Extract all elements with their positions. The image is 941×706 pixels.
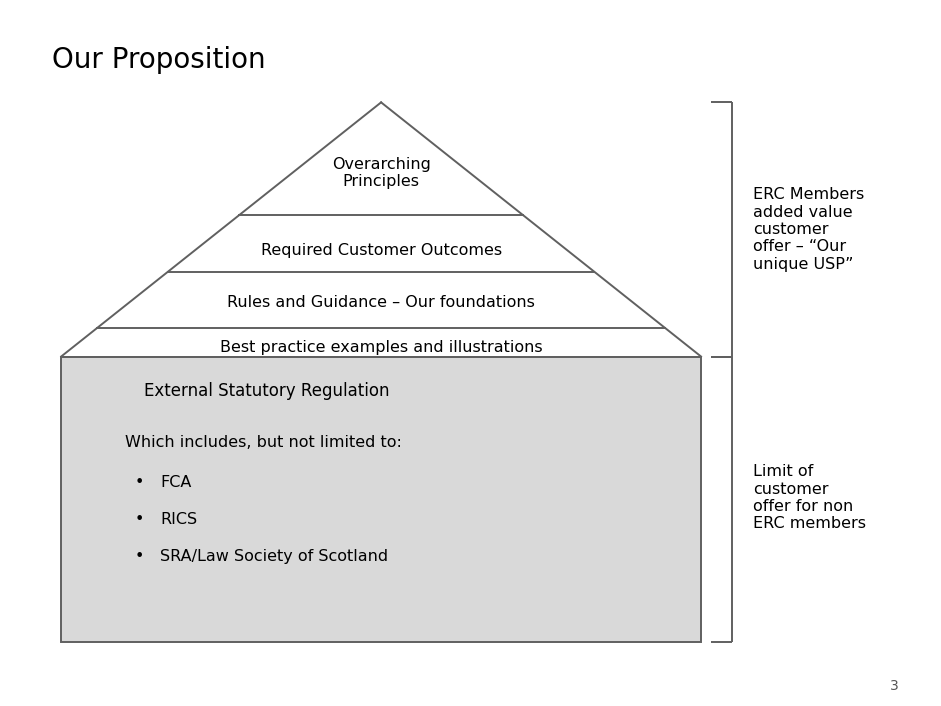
Text: SRA/Law Society of Scotland: SRA/Law Society of Scotland [160,549,389,564]
FancyBboxPatch shape [61,357,701,642]
Text: 3: 3 [890,679,899,693]
Text: Which includes, but not limited to:: Which includes, but not limited to: [125,435,402,450]
Text: •: • [135,512,144,527]
Text: •: • [135,549,144,564]
Text: RICS: RICS [160,512,198,527]
Text: Limit of
customer
offer for non
ERC members: Limit of customer offer for non ERC memb… [753,464,866,532]
Text: Best practice examples and illustrations: Best practice examples and illustrations [220,340,542,355]
Text: ERC Members
added value
customer
offer – “Our
unique USP”: ERC Members added value customer offer –… [753,187,864,272]
Text: Overarching
Principles: Overarching Principles [331,157,431,189]
Text: FCA: FCA [160,475,192,490]
Text: Rules and Guidance – Our foundations: Rules and Guidance – Our foundations [227,294,535,310]
Text: Our Proposition: Our Proposition [52,46,265,74]
Text: External Statutory Regulation: External Statutory Regulation [144,382,390,400]
Text: Required Customer Outcomes: Required Customer Outcomes [261,243,502,258]
Text: •: • [135,475,144,490]
